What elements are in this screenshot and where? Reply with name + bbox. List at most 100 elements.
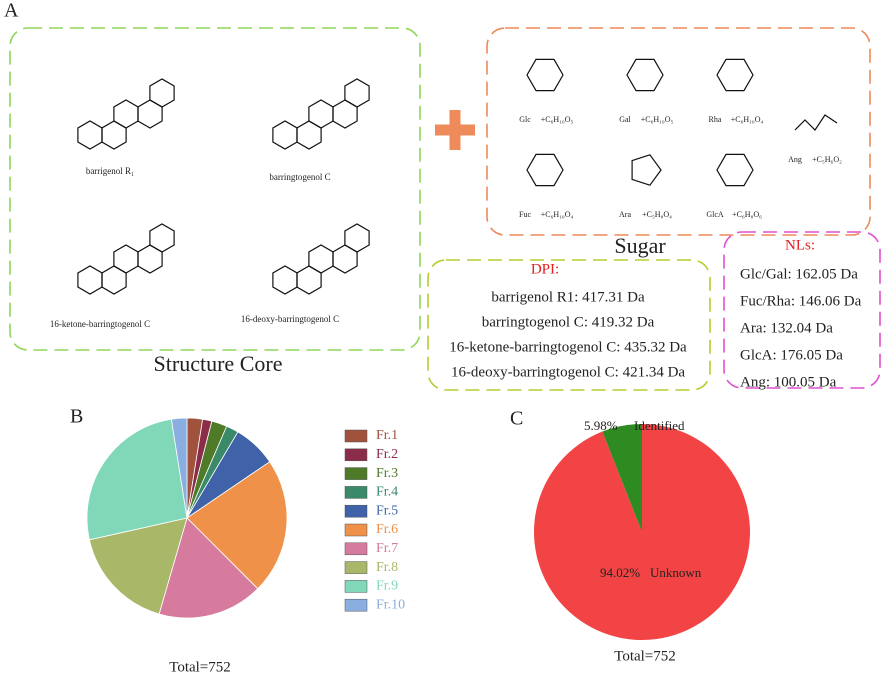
dpi-item: 16-deoxy-barringtogenol C: 421.34 Da bbox=[451, 364, 685, 380]
legend-swatch bbox=[344, 448, 368, 462]
legend-label: Fr.3 bbox=[376, 466, 398, 481]
sugar-formula: +C₆H₁₀O₄ bbox=[731, 115, 764, 124]
pie-slice bbox=[534, 423, 751, 640]
ring bbox=[149, 78, 175, 108]
sugar-name: Gal bbox=[619, 115, 631, 124]
sugar-name: Rha bbox=[709, 115, 722, 124]
total-note: Total=752 bbox=[614, 648, 676, 664]
panel-label: A bbox=[4, 0, 19, 22]
dpi-item: barringtogenol C: 419.32 Da bbox=[482, 314, 655, 330]
legend-swatch bbox=[344, 504, 368, 518]
pie-slice bbox=[158, 517, 259, 619]
plus-sign bbox=[435, 110, 475, 150]
ring bbox=[113, 99, 139, 129]
pie-slice bbox=[88, 517, 188, 615]
pie-slice bbox=[602, 424, 642, 532]
ring bbox=[332, 99, 358, 129]
ring bbox=[716, 58, 754, 92]
pie-slice bbox=[186, 461, 288, 590]
value-label: 5.98% bbox=[584, 418, 618, 433]
dpi-item: 16-ketone-barringtogenol C: 435.32 Da bbox=[449, 339, 687, 355]
dpi-item: barrigenol R1: 417.31 Da bbox=[491, 289, 645, 305]
structure-name: 16-deoxy-barringtogenol C bbox=[241, 314, 339, 324]
legend-swatch bbox=[344, 580, 368, 593]
sugar-title: Sugar bbox=[614, 233, 666, 258]
nls-title: NLs: bbox=[785, 237, 815, 253]
nl-item: Glc/Gal: 162.05 Da bbox=[740, 266, 858, 282]
ring bbox=[77, 265, 103, 295]
value-label: 94.02% bbox=[600, 565, 640, 580]
sugar-name: GlcA bbox=[706, 210, 724, 219]
ring bbox=[631, 154, 662, 186]
ring bbox=[716, 153, 754, 187]
structure-name: 16-ketone-barringtogenol C bbox=[50, 319, 150, 329]
ring bbox=[526, 58, 564, 92]
legend-swatch bbox=[344, 429, 368, 443]
ring bbox=[344, 223, 370, 253]
sugar-name: Fuc bbox=[519, 210, 531, 219]
structure-box bbox=[9, 27, 421, 351]
ring bbox=[296, 265, 322, 295]
legend-label: Fr.8 bbox=[376, 560, 398, 575]
legend-swatch bbox=[344, 523, 368, 537]
nl-item: Ara: 132.04 Da bbox=[740, 320, 833, 336]
ring bbox=[308, 99, 334, 129]
legend-label: Fr.1 bbox=[376, 428, 398, 443]
sugar-formula: +C₆H₁₀O₄ bbox=[541, 210, 574, 219]
legend-swatch bbox=[344, 542, 368, 556]
ring bbox=[101, 265, 127, 295]
nl-item: Fuc/Rha: 146.06 Da bbox=[740, 293, 862, 309]
sugar-formula: +C₆H₁₀O₅ bbox=[641, 115, 674, 124]
legend-label: Fr.6 bbox=[376, 522, 398, 537]
legend-label: Fr.5 bbox=[376, 503, 398, 518]
legend-label: Fr.7 bbox=[376, 541, 398, 556]
pie-slice bbox=[170, 417, 188, 519]
sugar-name: Ang bbox=[788, 155, 802, 164]
sugar-formula: +C₅H₈O₄ bbox=[642, 210, 672, 219]
nl-item: GlcA: 176.05 Da bbox=[740, 347, 843, 363]
legend-label: Fr.4 bbox=[376, 485, 398, 500]
ring bbox=[526, 153, 564, 187]
ring bbox=[308, 244, 334, 274]
structure-title: Structure Core bbox=[154, 351, 283, 376]
dpi-title: DPI: bbox=[531, 261, 559, 277]
pie-slice bbox=[86, 418, 188, 541]
structure-name: barringtogenol C bbox=[269, 172, 330, 182]
ring bbox=[272, 120, 298, 150]
ring bbox=[137, 244, 163, 274]
sugar-formula: +C₅H₆O₂ bbox=[812, 155, 842, 164]
ring bbox=[296, 120, 322, 150]
ring bbox=[113, 244, 139, 274]
sugar-box bbox=[486, 27, 871, 236]
ring bbox=[794, 114, 838, 131]
ring bbox=[344, 78, 370, 108]
ring bbox=[332, 244, 358, 274]
legend-label: Fr.2 bbox=[376, 447, 398, 462]
legend-swatch bbox=[344, 486, 368, 499]
ring bbox=[149, 223, 175, 253]
legend-label: Fr.9 bbox=[376, 579, 398, 594]
ring bbox=[272, 265, 298, 295]
ring bbox=[137, 99, 163, 129]
sugar-name: Ara bbox=[619, 210, 631, 219]
dpi-box bbox=[427, 259, 711, 391]
category-label: Unknown bbox=[650, 565, 702, 580]
panel-label: C bbox=[510, 408, 523, 430]
sugar-formula: +C₆H₈O₆ bbox=[732, 210, 762, 219]
legend-swatch bbox=[344, 561, 368, 574]
panel-label: B bbox=[70, 406, 83, 428]
sugar-name: Glc bbox=[519, 115, 531, 124]
structure-name: barrigenol R₁ bbox=[86, 166, 134, 176]
nls-box bbox=[723, 231, 881, 389]
nl-item: Ang: 100.05 Da bbox=[740, 374, 837, 390]
ring bbox=[77, 120, 103, 150]
ring bbox=[101, 120, 127, 150]
category-label: Identified bbox=[634, 418, 685, 433]
total-note: Total=752 bbox=[169, 659, 231, 675]
sugar-formula: +C₆H₁₀O₅ bbox=[541, 115, 574, 124]
legend-swatch bbox=[344, 598, 368, 612]
legend-swatch bbox=[344, 467, 368, 480]
legend-label: Fr.10 bbox=[376, 597, 405, 612]
ring bbox=[626, 58, 664, 92]
